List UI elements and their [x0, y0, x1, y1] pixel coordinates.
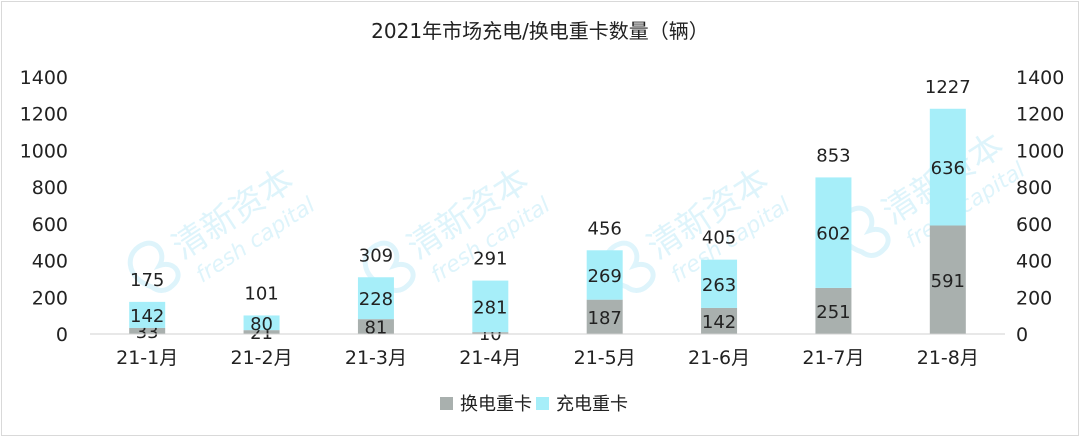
data-label: 80 [250, 314, 273, 335]
y-tick-right: 1000 [1016, 140, 1064, 162]
total-label: 309 [359, 245, 393, 266]
y-tick-right: 400 [1016, 251, 1052, 273]
y-tick-right: 600 [1016, 214, 1052, 236]
watermark-logo-icon-0 [127, 240, 181, 293]
x-tick-label: 21-7月 [802, 347, 864, 369]
y-tick-left: 600 [32, 214, 68, 236]
bar-charge [701, 259, 738, 308]
y-tick-right: 1400 [1016, 67, 1064, 89]
data-label: 187 [588, 308, 622, 329]
bar-swap [586, 299, 623, 334]
bar-swap [243, 330, 280, 334]
data-label: 228 [359, 289, 393, 310]
bar-charge [472, 280, 509, 333]
watermark-logo-icon-1 [362, 240, 416, 293]
x-tick-label: 21-5月 [574, 347, 636, 369]
legend-swatch [440, 397, 453, 410]
data-label: 142 [130, 306, 164, 327]
y-tick-left: 200 [32, 287, 68, 309]
data-label: 263 [702, 275, 736, 296]
data-label: 591 [931, 271, 965, 292]
data-label: 602 [816, 224, 850, 245]
data-label: 281 [473, 297, 507, 318]
bar-swap [129, 327, 166, 334]
total-label: 175 [130, 270, 164, 291]
bar-charge [357, 277, 394, 320]
y-axis-right: 0 200 400 600 800 1000 1200 1400 [1016, 67, 1064, 346]
y-tick-left: 800 [32, 177, 68, 199]
total-label: 101 [244, 283, 278, 304]
total-label: 1227 [925, 77, 971, 98]
data-label: 269 [588, 266, 622, 287]
legend-swatch [536, 397, 549, 410]
x-tick-label: 21-2月 [231, 347, 293, 369]
y-tick-left: 400 [32, 251, 68, 273]
total-label: 291 [473, 249, 507, 270]
y-tick-right: 1200 [1016, 104, 1064, 126]
y-tick-right: 0 [1016, 324, 1028, 346]
data-label: 142 [702, 312, 736, 333]
chart-title: 2021年市场充电/换电重卡数量（辆） [371, 19, 709, 43]
x-axis: 21-1月 21-2月 21-3月 21-4月 21-5月 21-6月 21-7月 21-8月 [116, 347, 979, 369]
y-tick-left: 1000 [20, 140, 68, 162]
legend-label: 换电重卡 [460, 394, 532, 415]
y-tick-right: 200 [1016, 287, 1052, 309]
x-tick-label: 21-3月 [345, 347, 407, 369]
y-tick-right: 800 [1016, 177, 1052, 199]
y-tick-left: 1200 [20, 104, 68, 126]
data-label: 251 [816, 302, 850, 323]
x-tick-label: 21-1月 [116, 347, 178, 369]
bar-charge [929, 108, 966, 226]
y-tick-left: 1400 [20, 67, 68, 89]
bar-swap [472, 332, 509, 334]
data-label: 636 [931, 158, 965, 179]
data-label: 81 [364, 318, 387, 339]
bar-swap [929, 225, 966, 334]
bar-swap [357, 319, 394, 334]
total-label: 456 [588, 218, 622, 239]
bar-charge [586, 250, 623, 300]
x-tick-label: 21-8月 [917, 347, 979, 369]
legend: 换电重卡 充电重卡 [440, 394, 628, 415]
x-tick-label: 21-6月 [688, 347, 750, 369]
bar-swap [815, 287, 852, 334]
bar-swap [701, 307, 738, 334]
total-label: 405 [702, 228, 736, 249]
bar-charge [815, 177, 852, 288]
bar-charge [129, 301, 166, 328]
x-tick-label: 21-4月 [459, 347, 521, 369]
bars-layer: 3314217521801018122830910281291187269456… [129, 77, 971, 345]
bar-charge [243, 315, 280, 331]
total-label: 853 [816, 145, 850, 166]
y-axis-left: 0 200 400 600 800 1000 1200 1400 [20, 67, 68, 346]
legend-label: 充电重卡 [556, 394, 628, 415]
y-tick-left: 0 [56, 324, 68, 346]
